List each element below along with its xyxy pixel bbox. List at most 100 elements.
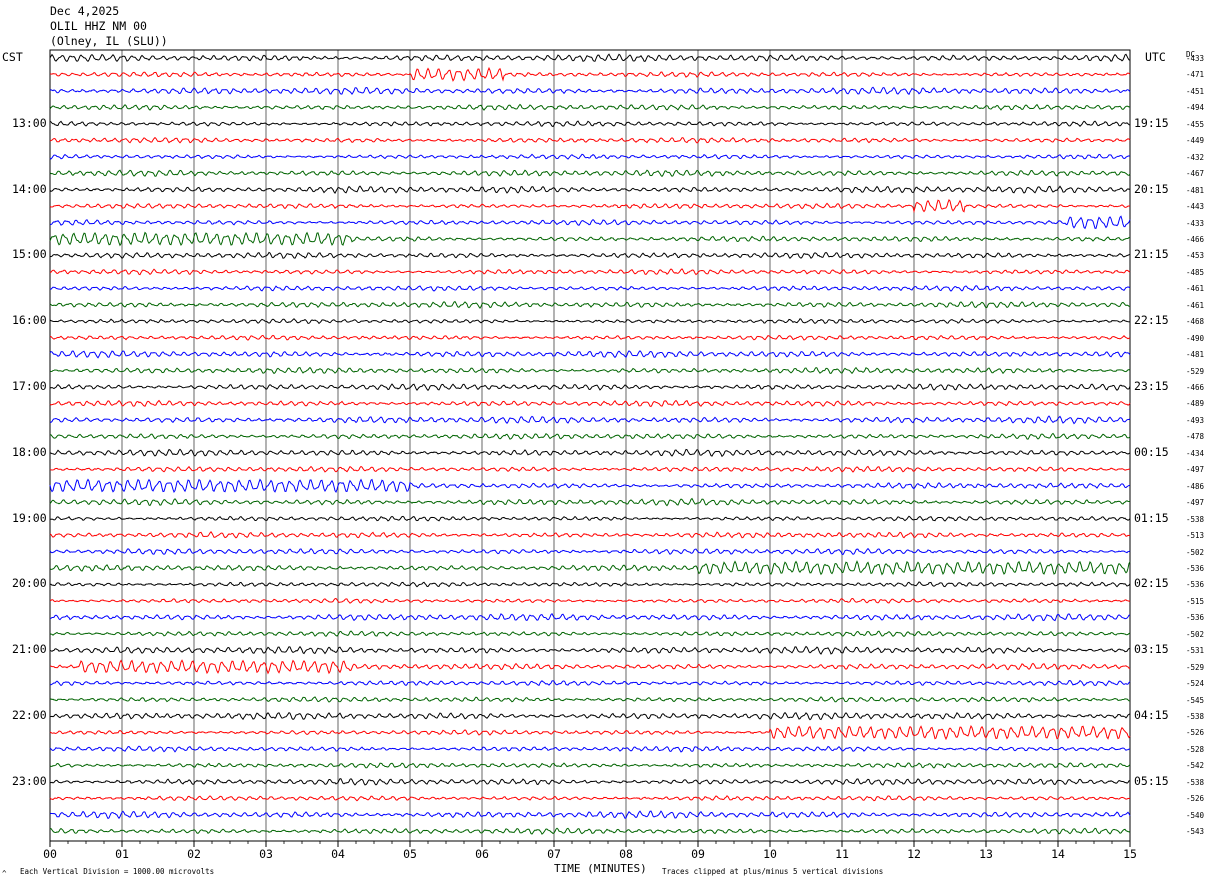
station-label: OLIL HHZ NM 00 <box>50 19 147 33</box>
seismic-traces <box>49 53 1131 835</box>
left-hour-label: 13:00 <box>12 115 47 130</box>
dc-offset-label: -526 <box>1186 728 1205 738</box>
dc-offset-label: -443 <box>1186 202 1205 212</box>
dc-offset-label: -497 <box>1186 498 1205 508</box>
trace-line <box>49 86 1131 96</box>
trace-line <box>49 251 1131 260</box>
trace-line <box>49 300 1131 309</box>
right-hour-label: 05:15 <box>1134 773 1169 788</box>
trace-line <box>49 136 1131 144</box>
dc-offset-label: -494 <box>1186 103 1205 113</box>
dc-offset-label: -455 <box>1186 119 1205 129</box>
left-hour-label: 20:00 <box>12 576 47 591</box>
corner-mark: ^ <box>2 869 7 878</box>
trace-line <box>49 612 1131 622</box>
trace-line <box>49 597 1131 604</box>
x-tick-label: 08 <box>619 847 633 861</box>
trace-line <box>49 169 1131 178</box>
trace-line <box>49 745 1131 753</box>
trace-line <box>49 120 1131 128</box>
trace-line <box>49 795 1131 802</box>
trace-line <box>49 465 1130 473</box>
dc-offset-label: -461 <box>1186 300 1205 310</box>
dc-offset-label: -468 <box>1186 317 1205 327</box>
scale-note: Each Vertical Division = 1000.00 microvo… <box>20 867 215 876</box>
dc-offset-label: -529 <box>1186 662 1205 672</box>
trace-line <box>49 432 1131 440</box>
dc-offset-label: -466 <box>1186 234 1205 244</box>
x-tick-label: 14 <box>1051 847 1065 861</box>
trace-line <box>49 448 1131 458</box>
dc-label: DC <box>1186 50 1196 59</box>
dc-offset-label: -536 <box>1186 563 1205 573</box>
dc-offset-label: -502 <box>1186 629 1205 639</box>
trace-line <box>49 383 1131 392</box>
dc-offset-label: -490 <box>1186 333 1205 343</box>
dc-offset-label: -461 <box>1186 284 1205 294</box>
x-tick-label: 03 <box>259 847 273 861</box>
location-label: (Olney, IL (SLU)) <box>50 34 168 48</box>
dc-offset-label: -485 <box>1186 267 1205 277</box>
left-hour-label: 21:00 <box>12 642 47 657</box>
trace-line <box>49 366 1131 375</box>
trace-line <box>49 696 1131 703</box>
x-tick-label: 04 <box>331 847 345 861</box>
trace-line <box>49 285 1131 292</box>
left-hour-label: 22:00 <box>12 708 47 722</box>
right-hour-label: 22:15 <box>1134 313 1169 328</box>
trace-line <box>49 231 1131 247</box>
plot-frame <box>49 49 1131 842</box>
trace-line <box>49 560 1131 576</box>
trace-line <box>49 725 1131 741</box>
dc-offset-label: -529 <box>1186 366 1205 376</box>
x-tick-label: 01 <box>115 847 129 861</box>
x-tick-label: 00 <box>43 847 57 861</box>
dc-offset-label: -432 <box>1186 152 1205 162</box>
dc-offset-label: -545 <box>1186 695 1205 705</box>
trace-line <box>49 318 1131 325</box>
trace-line <box>49 350 1131 359</box>
dc-offset-label: -481 <box>1186 185 1205 195</box>
x-tick-label: 02 <box>187 847 201 861</box>
trace-line <box>49 515 1131 522</box>
trace-line <box>49 827 1131 835</box>
x-tick-label: 11 <box>835 847 849 861</box>
x-tick-label: 10 <box>763 847 777 861</box>
dc-offset-label: -538 <box>1186 514 1205 524</box>
time-axis: 00 01 02 03 04 05 06 07 08 09 10 11 12 13 14 15 <box>43 841 1137 861</box>
dc-offset-label: -536 <box>1186 580 1205 590</box>
minute-gridlines <box>49 49 1131 842</box>
left-hour-label: 23:00 <box>12 773 47 788</box>
left-hour-label: 14:00 <box>12 181 47 196</box>
trace-line <box>49 53 1131 63</box>
trace-line <box>49 778 1131 786</box>
dc-offset-label: -536 <box>1186 613 1205 623</box>
trace-line <box>49 547 1131 556</box>
trace-line <box>49 198 1131 214</box>
dc-offset-label: -526 <box>1186 794 1205 804</box>
left-timezone-label: CST <box>2 50 23 64</box>
left-hour-label: 16:00 <box>12 313 47 328</box>
date-label: Dec 4,2025 <box>50 4 120 18</box>
dc-offset-label: -489 <box>1186 399 1205 409</box>
dc-offset-label: -513 <box>1186 531 1205 541</box>
trace-line <box>49 630 1131 638</box>
trace-line <box>49 334 1131 341</box>
trace-line <box>49 153 1131 160</box>
trace-line <box>49 478 1131 494</box>
dc-offset-label: -434 <box>1186 448 1205 458</box>
trace-line <box>49 415 1131 425</box>
trace-line <box>49 66 1131 82</box>
x-tick-label: 06 <box>475 847 489 861</box>
dc-offset-label: -478 <box>1186 432 1205 442</box>
x-tick-label: 13 <box>979 847 993 861</box>
x-axis-title: TIME (MINUTES) <box>554 862 647 875</box>
right-hour-label: 00:15 <box>1134 444 1169 459</box>
dc-offset-label: -433 <box>1186 218 1205 228</box>
dc-offset-label: -502 <box>1186 547 1205 557</box>
x-tick-label: 09 <box>691 847 705 861</box>
right-hour-label: 04:15 <box>1134 708 1169 722</box>
trace-line <box>49 679 1131 687</box>
trace-line <box>49 581 1131 588</box>
clip-note: Traces clipped at plus/minus 5 vertical … <box>662 867 884 876</box>
